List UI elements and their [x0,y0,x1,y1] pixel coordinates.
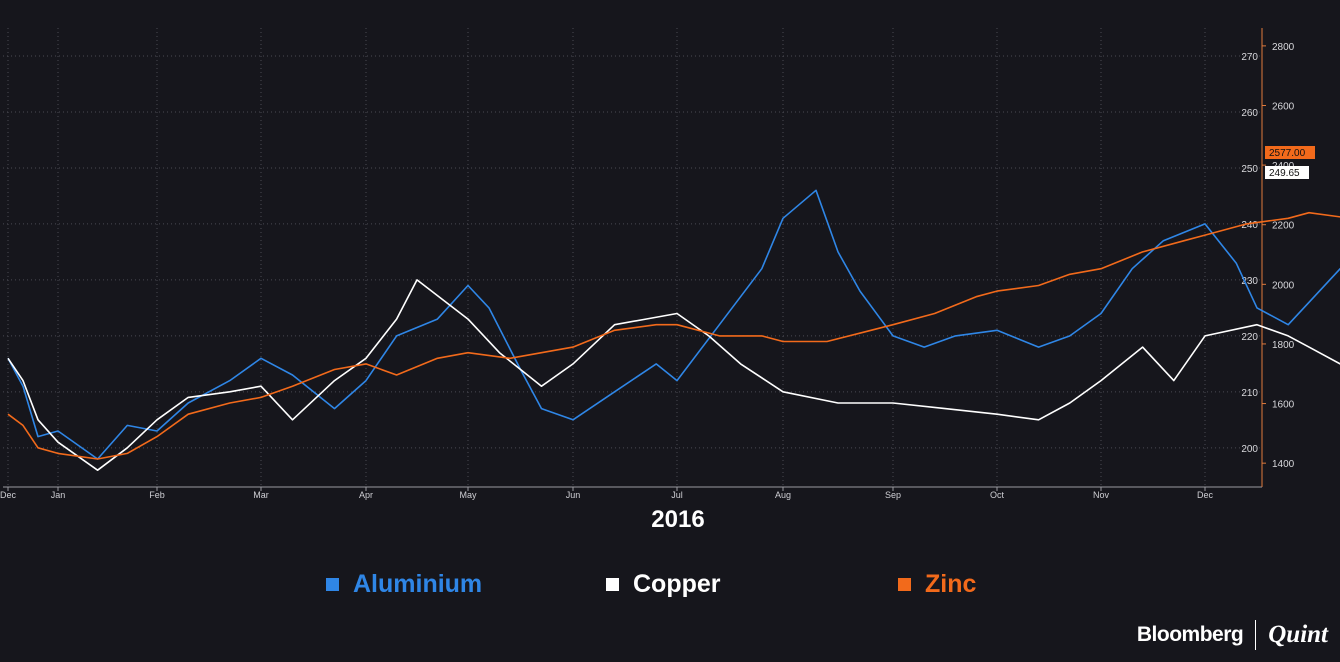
legend-swatch-aluminium [326,578,339,591]
legend-label: Zinc [925,570,977,598]
x-tick-label: Oct [990,490,1005,500]
x-tick-label: Jul [671,490,683,500]
x-tick-label: Jan [51,490,66,500]
right-axis-tick-label: 2800 [1272,42,1295,53]
x-axis: Dec Jan Feb Mar Apr May Jun Jul Aug Sep Oct Nov Dec [0,486,1262,500]
x-tick-label: May [459,490,477,500]
right-axis-tick-label: 1600 [1272,400,1295,411]
left-axis-tick-label: 260 [1241,108,1258,119]
x-tick-label: Dec [1197,490,1214,500]
x-tick-label: Feb [149,490,165,500]
last-value-tag-copper [1265,166,1309,179]
series-line-copper [7,279,1340,471]
legend: Aluminium Copper Zinc [0,566,1340,606]
left-axis-tick-label: 220 [1241,332,1258,343]
last-value-text-zinc: 2577.00 [1269,148,1306,159]
right-axis-tick-label: 2000 [1272,280,1295,291]
right-axis-tick-label: 1400 [1272,459,1295,470]
series-group [7,189,1340,471]
brand-primary: Bloomberg [1136,623,1244,646]
legend-label: Copper [633,570,721,598]
x-tick-label: Jun [566,490,581,500]
left-axis-tick-label: 270 [1241,52,1258,63]
x-tick-label: Dec [0,490,16,500]
right-axis-tick-label: 1800 [1272,340,1295,351]
legend-item-copper: Copper [606,570,721,599]
legend-item-aluminium: Aluminium [326,570,482,599]
right-axis-tick-label: 2200 [1272,221,1295,232]
last-value-labels: 249.65 2577.00 [1265,146,1315,179]
legend-swatch-zinc [898,578,911,591]
left-axis-tick-label: 210 [1241,388,1258,399]
x-axis-label: 2016 [651,506,704,533]
brand-secondary: Quint [1268,621,1328,648]
grid [3,28,1262,487]
left-axis-tick-label: 200 [1241,444,1258,455]
x-tick-label: Sep [885,490,901,500]
left-axis-tick-label: 250 [1241,164,1258,175]
x-tick-label: Aug [775,490,791,500]
last-value-tag-zinc [1265,146,1315,159]
legend-label: Aluminium [353,570,483,598]
x-tick-label: Nov [1093,490,1110,500]
legend-swatch-copper [606,578,619,591]
brand-divider [1255,620,1257,650]
last-value-text-copper: 249.65 [1269,168,1300,179]
x-tick-label: Mar [253,490,269,500]
brand-logo: Bloomberg Quint [1137,618,1328,652]
left-axis-tick-label: 240 [1241,220,1258,231]
series-line-aluminium [7,189,1340,460]
right-axis-tick-label: 2600 [1272,101,1295,112]
series-line-zinc [7,211,1340,460]
legend-item-zinc: Zinc [898,570,976,599]
x-tick-label: Apr [359,490,373,500]
right-y-axis: 140016001800200022002400260028003000 [1261,28,1295,487]
left-axis-tick-label: 230 [1241,276,1258,287]
left-y-axis: 200 210 220 230 240 250 260 270 [1241,52,1258,455]
